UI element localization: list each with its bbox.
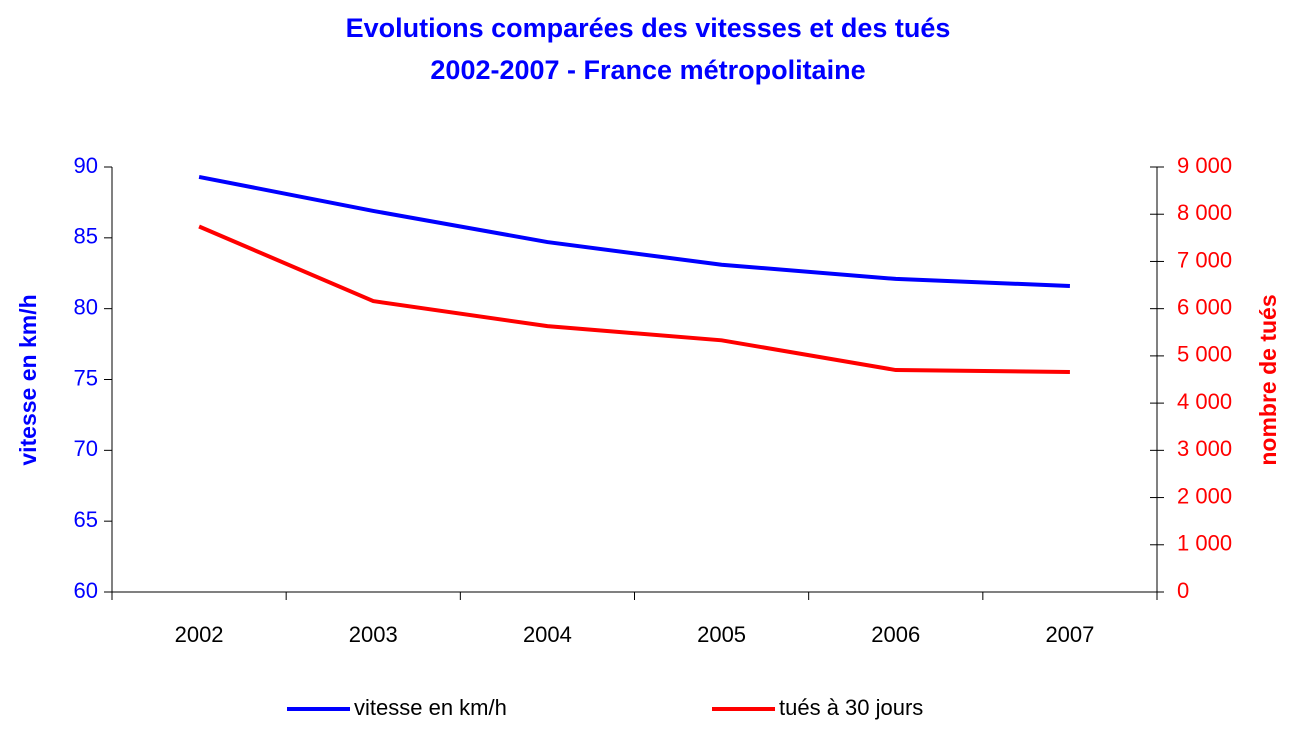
y-tick-label: 65 bbox=[74, 507, 98, 532]
line-series bbox=[198, 224, 1070, 374]
y2-tick-label: 9 000 bbox=[1177, 153, 1232, 178]
y2-tick-label: 8 000 bbox=[1177, 200, 1232, 225]
y2-tick-label: 4 000 bbox=[1177, 389, 1232, 414]
y2-tick-label: 2 000 bbox=[1177, 483, 1232, 508]
y2-tick-label: 5 000 bbox=[1177, 342, 1232, 367]
x-tick-label: 2006 bbox=[871, 622, 920, 647]
chart-title: Evolutions comparées des vitesses et des… bbox=[346, 13, 951, 43]
y-axis-label: vitesse en km/h bbox=[15, 294, 41, 465]
y2-tick-label: 1 000 bbox=[1177, 531, 1232, 556]
y-tick-label: 75 bbox=[74, 365, 98, 390]
y-tick-label: 80 bbox=[74, 294, 98, 319]
y2-axis-label: nombre de tués bbox=[1255, 294, 1281, 465]
x-tick-label: 2005 bbox=[697, 622, 746, 647]
x-tick-label: 2002 bbox=[175, 622, 224, 647]
y-tick-label: 70 bbox=[74, 436, 98, 461]
line-series bbox=[198, 174, 1070, 288]
x-tick-label: 2004 bbox=[523, 622, 572, 647]
legend-label: vitesse en km/h bbox=[354, 695, 507, 720]
x-tick-label: 2007 bbox=[1045, 622, 1094, 647]
y2-tick-label: 6 000 bbox=[1177, 294, 1232, 319]
y2-tick-label: 7 000 bbox=[1177, 247, 1232, 272]
y-tick-label: 60 bbox=[74, 578, 98, 603]
y2-tick-label: 0 bbox=[1177, 578, 1189, 603]
chart-subtitle: 2002-2007 - France métropolitaine bbox=[430, 55, 865, 85]
y-tick-label: 90 bbox=[74, 153, 98, 178]
y2-tick-label: 3 000 bbox=[1177, 436, 1232, 461]
legend-label: tués à 30 jours bbox=[779, 695, 923, 720]
x-tick-label: 2003 bbox=[349, 622, 398, 647]
y-tick-label: 85 bbox=[74, 224, 98, 249]
